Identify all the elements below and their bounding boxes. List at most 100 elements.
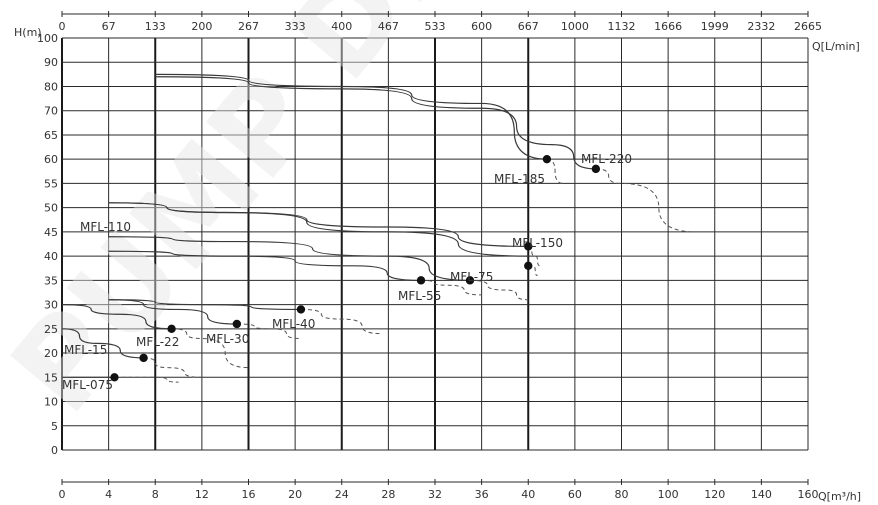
bep-point-mfl-22: [167, 324, 176, 334]
bep-point-mfl-15: [139, 353, 148, 363]
y-tick-label: 90: [44, 56, 58, 69]
curve-label-mfl-220: MFL-220: [581, 152, 632, 166]
bottom-tick-label: 60: [568, 488, 582, 501]
bottom-tick-label: 0: [59, 488, 66, 501]
y-axis-title: H(m): [14, 26, 42, 39]
bottom-tick-label: 4: [105, 488, 112, 501]
top-tick-label: 533: [425, 20, 446, 33]
y-tick-label: 45: [44, 226, 58, 239]
curve-label-mfl-075: MFL-075: [62, 378, 113, 392]
bep-point-mfl-220: [591, 164, 601, 174]
bottom-tick-label: 12: [195, 488, 209, 501]
y-tick-label: 55: [44, 177, 58, 190]
top-tick-label: 0: [59, 20, 66, 33]
axes: H(m) Q[L/min] Q[m³/h] 051015202530354045…: [14, 11, 861, 503]
y-tick-label: 5: [51, 420, 58, 433]
curve-mfl-185: [155, 73, 547, 160]
curve-label-mfl-185: MFL-185: [494, 172, 545, 186]
bottom-tick-label: 120: [704, 488, 725, 501]
bottom-tick-label: 16: [242, 488, 256, 501]
bottom-tick-label: 20: [288, 488, 302, 501]
top-tick-label: 2665: [794, 20, 822, 33]
y-tick-label: 35: [44, 274, 58, 287]
y-tick-label: 100: [37, 32, 58, 45]
curve-mfl-55: [108, 250, 422, 281]
curve-dash-mfl-30: [236, 323, 301, 340]
bottom-tick-label: 100: [658, 488, 679, 501]
bottom-tick-label: 24: [335, 488, 349, 501]
curve-mfl-40: [108, 299, 301, 311]
curve-label-mfl-55: MFL-55: [398, 289, 441, 303]
bep-point-mfl-75: [465, 276, 475, 285]
y-tick-label: 10: [44, 396, 58, 409]
curve-label-mfl-40: MFL-40: [272, 317, 315, 331]
bep-point-mfl-075: [110, 373, 119, 382]
top-tick-label: 67: [102, 20, 116, 33]
curves: [61, 73, 697, 383]
curve-mfl-75: [108, 236, 470, 281]
bep-point-mfl-30: [232, 319, 242, 329]
bottom-tick-label: 28: [381, 488, 395, 501]
curve-dash-mfl-220: [595, 168, 697, 233]
top-tick-label: 200: [191, 20, 212, 33]
curve-mfl-30: [108, 299, 237, 325]
top-tick-label: 1999: [701, 20, 729, 33]
curve-label-mfl-150: MFL-150: [512, 236, 563, 250]
top-tick-label: 267: [238, 20, 259, 33]
bottom-tick-label: 8: [152, 488, 159, 501]
y-tick-label: 30: [44, 299, 58, 312]
bep-point-mfl-40: [296, 305, 306, 314]
top-tick-label: 400: [331, 20, 352, 33]
y-tick-label: 70: [44, 105, 58, 118]
y-tick-label: 65: [44, 129, 58, 142]
curve-dash-mfl-22: [171, 328, 249, 369]
curve-label-mfl-22: MFL-22: [136, 335, 179, 349]
bottom-tick-label: 80: [615, 488, 629, 501]
top-tick-label: 1000: [561, 20, 589, 33]
curve-mfl-220: [155, 76, 596, 170]
y-tick-label: 15: [44, 371, 58, 384]
top-tick-label: 1132: [608, 20, 636, 33]
bep-point-mfl-185: [542, 154, 552, 164]
curve-label-mfl-30: MFL-30: [206, 332, 249, 346]
grid: [61, 37, 809, 451]
bottom-tick-label: 160: [798, 488, 819, 501]
y-tick-label: 0: [51, 444, 58, 457]
curve-dash-mfl-150: [528, 245, 540, 267]
bep-point-mfl-150: [524, 242, 533, 251]
y-tick-label: 20: [44, 347, 58, 360]
bottom-tick-label: 32: [428, 488, 442, 501]
curve-dash-mfl-185: [546, 158, 564, 184]
top-tick-label: 667: [518, 20, 539, 33]
curve-dash-mfl-40: [300, 308, 383, 335]
bottom-tick-label: 40: [521, 488, 535, 501]
curve-dash-mfl-55: [421, 279, 482, 296]
top-tick-label: 133: [145, 20, 166, 33]
curve-dash-mfl-15: [143, 357, 202, 378]
curve-label-mfl-110: MFL-110: [80, 220, 131, 234]
bep-point-mfl-110: [524, 261, 533, 271]
curve-mfl-22: [61, 303, 172, 330]
top-axis-unit: Q[L/min]: [812, 40, 860, 53]
curve-label-mfl-75: MFL-75: [450, 270, 493, 284]
curve-dash-mfl-75: [469, 279, 529, 301]
y-tick-label: 80: [44, 80, 58, 93]
top-tick-label: 1666: [654, 20, 682, 33]
curve-labels: MFL-075 MFL-15 MFL-22 MFL-30 MFL-40 MFL-55 MFL…: [62, 152, 632, 392]
curve-mfl-15: [61, 328, 144, 359]
y-tick-label: 25: [44, 323, 58, 336]
top-tick-label: 467: [378, 20, 399, 33]
bottom-axis-unit: Q[m³/h]: [818, 490, 861, 503]
curve-mfl-150: [108, 202, 529, 248]
top-tick-label: 2332: [747, 20, 775, 33]
curve-label-mfl-15: MFL-15: [64, 343, 107, 357]
y-tick-label: 40: [44, 250, 58, 263]
bep-point-mfl-55: [416, 276, 426, 285]
bottom-tick-label: 36: [475, 488, 489, 501]
y-tick-label: 60: [44, 153, 58, 166]
top-tick-label: 600: [471, 20, 492, 33]
y-tick-label: 50: [44, 202, 58, 215]
top-tick-label: 333: [285, 20, 306, 33]
